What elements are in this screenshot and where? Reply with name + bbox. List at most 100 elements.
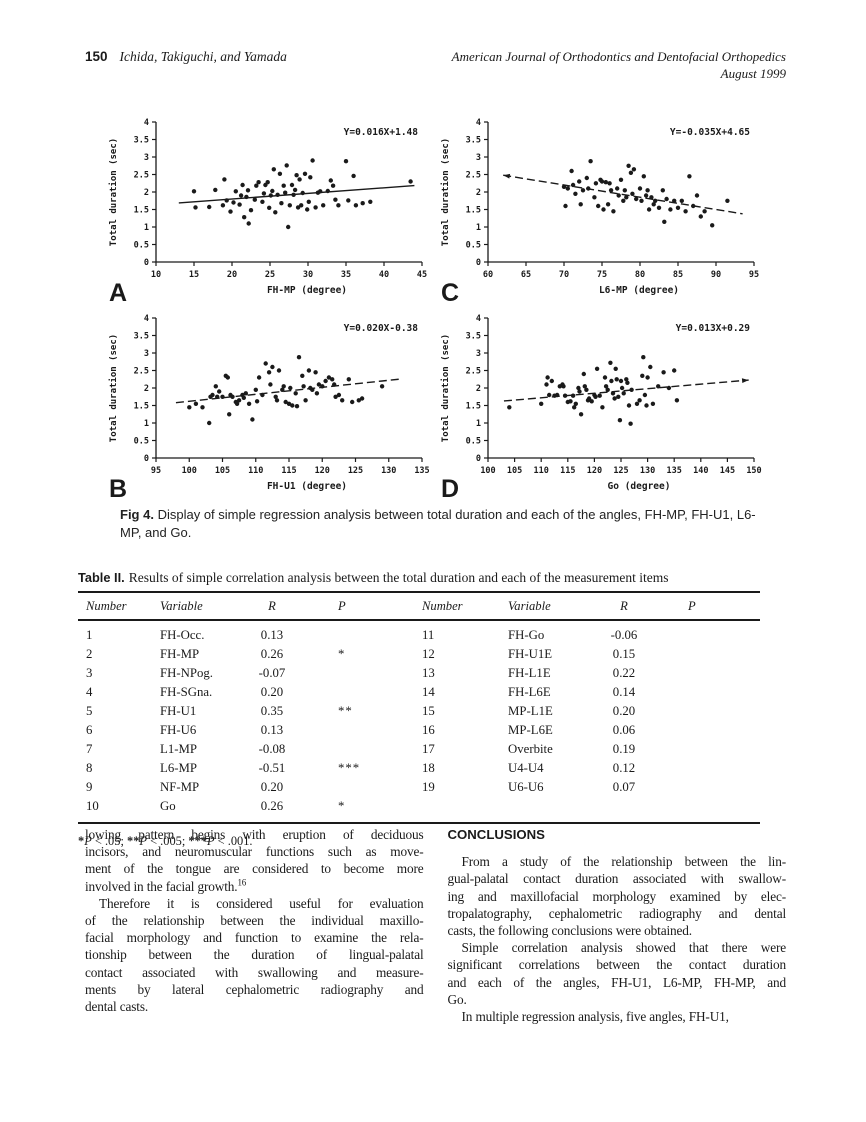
table-cell: Variable <box>160 599 203 613</box>
svg-text:0.5: 0.5 <box>134 241 149 251</box>
svg-text:3: 3 <box>476 349 481 359</box>
table-row: 5 FH-U1 0.35 ** 15 MP-L1E 0.20 <box>78 702 760 721</box>
svg-text:1.5: 1.5 <box>466 402 481 412</box>
regression-line <box>503 174 743 215</box>
svg-text:115: 115 <box>560 466 575 476</box>
table-row: 7 L1-MP -0.08 17 Overbite 0.19 <box>78 740 760 759</box>
table-cell: MP-L1E <box>508 704 553 718</box>
svg-text:3.5: 3.5 <box>134 332 149 342</box>
table-cell <box>688 759 760 778</box>
text-line: contact associated with swallowing and m… <box>85 964 424 980</box>
svg-text:0: 0 <box>144 258 149 268</box>
svg-text:1.5: 1.5 <box>134 402 149 412</box>
svg-text:1: 1 <box>476 223 481 233</box>
equation-label: Y=0.013X+0.29 <box>676 323 751 334</box>
table-cell: Variable <box>508 599 551 613</box>
svg-text:2.5: 2.5 <box>466 171 481 181</box>
x-axis-label: FH-U1 (degree) <box>267 481 347 492</box>
svg-text:60: 60 <box>483 270 493 280</box>
svg-text:0: 0 <box>144 454 149 464</box>
table-cell: FH-U6 <box>160 723 197 737</box>
page-number: 150 <box>85 49 108 64</box>
table-cell: 11 <box>422 628 435 642</box>
panel-letter: B <box>109 475 127 500</box>
table-cell: L6-MP <box>160 761 197 775</box>
y-axis-label: Total duration (sec) <box>108 334 119 442</box>
svg-text:130: 130 <box>640 466 655 476</box>
svg-text:1.5: 1.5 <box>466 206 481 216</box>
svg-text:4: 4 <box>476 118 481 128</box>
svg-text:120: 120 <box>587 466 602 476</box>
y-axis-label: Total duration (sec) <box>440 334 451 442</box>
table-cell: Number <box>86 599 127 613</box>
table-cell: 18 <box>422 761 435 775</box>
text-line: ment of the tongue are considered to bec… <box>85 861 424 877</box>
table-cell: 2 <box>86 647 93 661</box>
text-line: lowing pattern begins with eruption of d… <box>85 827 424 842</box>
table-cell: * <box>338 647 346 661</box>
svg-text:70: 70 <box>559 270 569 280</box>
svg-text:85: 85 <box>673 270 683 280</box>
panel-letter: C <box>441 279 459 304</box>
svg-text:3.5: 3.5 <box>134 136 149 146</box>
table-cell: 0.07 <box>612 780 636 794</box>
table-cell: Number <box>422 599 463 613</box>
table-cell <box>500 797 598 816</box>
table-cell <box>330 664 418 683</box>
footnote-segment: < .001. <box>214 834 253 848</box>
svg-text:20: 20 <box>227 270 237 280</box>
text-line: and each of the angles, FH-U1, L6-MP, FH… <box>447 974 787 990</box>
table-cell: 0.13 <box>260 723 284 737</box>
text-line: tionship between the duration of lingual… <box>85 947 424 963</box>
scatter-chart-svg: 0 0.5 1 1.5 2 2.5 3 3.5 4 100 105 110 115 120 125 130 13… <box>440 314 762 503</box>
conclusions-heading: CONCLUSIONS <box>447 827 545 842</box>
scatter-points <box>561 159 730 228</box>
table-cell: 8 <box>86 761 93 775</box>
svg-text:2.5: 2.5 <box>134 171 149 181</box>
scatter-points <box>187 355 385 426</box>
table-cell <box>688 683 760 702</box>
svg-text:135: 135 <box>667 466 682 476</box>
regression-arrowhead <box>741 378 749 383</box>
table-row: 9 NF-MP 0.20 19 U6-U6 0.07 <box>78 778 760 797</box>
table-cell: *** <box>338 761 361 775</box>
table-cell <box>330 626 418 645</box>
svg-text:150: 150 <box>746 466 761 476</box>
svg-text:120: 120 <box>315 466 330 476</box>
text-line: In multiple regression analysis, five an… <box>461 1009 729 1025</box>
table-cell: U4-U4 <box>508 761 544 775</box>
table-cell: FH-U1 <box>160 704 197 718</box>
svg-text:1.5: 1.5 <box>134 206 149 216</box>
svg-text:3: 3 <box>476 153 481 163</box>
figure-4-panels: 0 0.5 1 1.5 2 2.5 3 3.5 4 10 15 20 25 30 35 40 45 Total d… <box>104 112 768 503</box>
table-cell <box>688 626 760 645</box>
tick-labels: 0 0.5 1 1.5 2 2.5 3 3.5 4 95 100 105 110 115 120 125 130… <box>134 314 430 476</box>
table-cell: 16 <box>422 723 435 737</box>
svg-text:135: 135 <box>414 466 429 476</box>
table-cell: FH-Go <box>508 628 545 642</box>
table-cell <box>688 664 760 683</box>
svg-text:4: 4 <box>476 314 481 324</box>
footnote-segment: ** <box>127 834 140 848</box>
equation-label: Y=0.020X-0.38 <box>344 323 419 334</box>
table-cell: R <box>620 599 628 613</box>
svg-text:3: 3 <box>144 349 149 359</box>
svg-text:130: 130 <box>381 466 396 476</box>
table-cell: -0.07 <box>258 666 286 680</box>
svg-text:3.5: 3.5 <box>466 332 481 342</box>
table-cell: FH-L6E <box>508 685 551 699</box>
table-cell: FH-Occ. <box>160 628 205 642</box>
x-axis-label: L6-MP (degree) <box>599 285 679 296</box>
svg-text:110: 110 <box>534 466 549 476</box>
table-2: Table II. Results of simple correlation a… <box>78 570 760 849</box>
figure-caption-label: Fig 4. <box>120 507 154 522</box>
table-cell <box>688 778 760 797</box>
table-cell: 5 <box>86 704 93 718</box>
table-cell: P <box>338 599 347 613</box>
table-row: 1 FH-Occ. 0.13 11 FH-Go -0.06 <box>78 621 760 645</box>
running-head-left: 150 Ichida, Takiguchi, and Yamada <box>85 48 287 66</box>
svg-text:105: 105 <box>215 466 230 476</box>
reference-superscript: 16 <box>237 877 247 888</box>
svg-text:3: 3 <box>144 153 149 163</box>
left-text-column: lowing pattern begins with eruption of d… <box>85 826 424 1025</box>
